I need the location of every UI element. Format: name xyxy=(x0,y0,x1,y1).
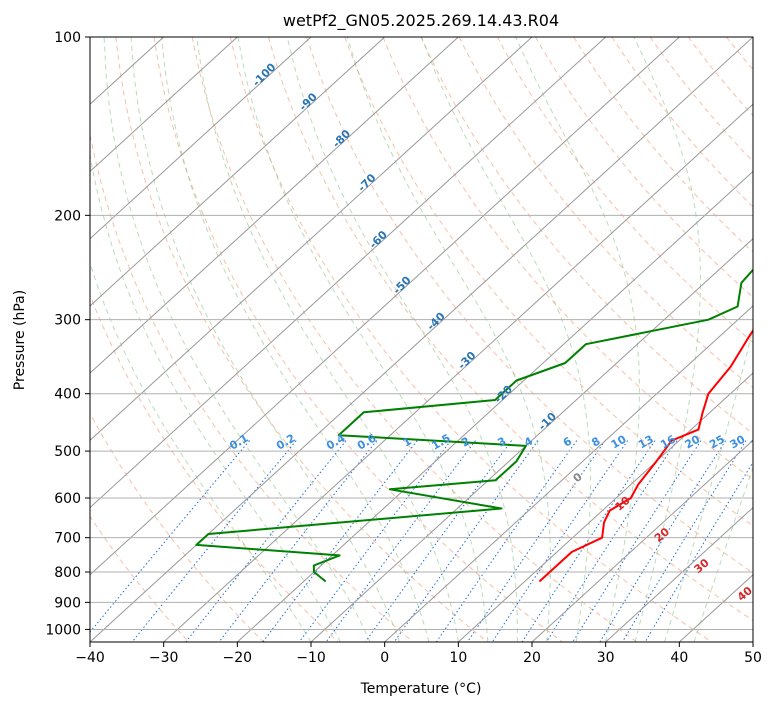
moist-adiabat-line xyxy=(104,37,370,642)
moist-adiabat-line xyxy=(665,37,775,642)
isotherm-line xyxy=(164,37,775,642)
dry-adiabat-line xyxy=(1,37,263,642)
mixing-ratio-line xyxy=(468,441,606,642)
mixing-ratio-label: 0.2 xyxy=(274,432,297,453)
mixing-ratio-label: 30 xyxy=(728,432,748,451)
mixing-ratio-line xyxy=(299,441,451,642)
y-tick-label: 400 xyxy=(54,387,81,403)
mixing-ratio-line xyxy=(622,441,746,642)
y-axis: 100 200 300 400 500 600 700 800 900 1000 xyxy=(45,30,90,638)
profile-line-0 xyxy=(539,37,775,582)
isotherm-line xyxy=(0,37,458,642)
y-tick-label: 200 xyxy=(54,208,81,224)
isotherm-line xyxy=(0,37,385,642)
dry-adiabat-label: -10 xyxy=(536,410,559,433)
moist-adiabat-line xyxy=(197,37,459,642)
dry-adiabat-line xyxy=(726,37,775,642)
mixing-ratio-line xyxy=(394,441,538,642)
x-tick-label: −30 xyxy=(149,650,179,666)
y-tick-label: 300 xyxy=(54,313,81,329)
y-tick-label: 100 xyxy=(54,30,81,46)
mixing-ratio-line xyxy=(326,441,475,642)
isotherm-line xyxy=(753,37,775,642)
dry-adiabat-label: -70 xyxy=(355,171,378,194)
moist-adiabat-label: 20 xyxy=(652,525,672,545)
dry-adiabat-line xyxy=(230,37,711,642)
x-tick-label: 30 xyxy=(597,650,615,666)
x-tick-label: 10 xyxy=(449,650,467,666)
mixing-ratio-line xyxy=(573,441,701,642)
dry-adiabat-label: -80 xyxy=(330,127,353,150)
dry-adiabat-line xyxy=(0,37,189,642)
mixing-ratio-line xyxy=(365,441,511,642)
y-tick-label: 500 xyxy=(54,444,81,460)
moist-adiabat-line xyxy=(516,37,640,642)
dry-adiabat-line xyxy=(612,37,775,642)
dry-adiabat-line xyxy=(345,37,775,642)
mixing-ratio-line xyxy=(186,441,346,642)
y-tick-label: 600 xyxy=(54,491,81,507)
x-tick-label: −40 xyxy=(75,650,105,666)
moist-adiabat-label: 0 xyxy=(571,470,585,485)
dry-adiabat-line xyxy=(765,37,775,642)
moist-adiabat-label: 40 xyxy=(735,584,755,604)
y-tick-label: 800 xyxy=(54,565,81,581)
x-tick-label: 0 xyxy=(380,650,389,666)
y-tick-label: 700 xyxy=(54,531,81,547)
x-axis: −40 −30 −20 −10 0 10 20 30 40 50 xyxy=(75,642,762,666)
dry-adiabat-line xyxy=(650,37,775,642)
moist-adiabat-label: 30 xyxy=(692,556,712,576)
y-tick-label: 1000 xyxy=(45,622,81,638)
isotherm-line xyxy=(16,37,679,642)
dry-adiabat-line xyxy=(688,37,775,642)
mixing-ratio-label: 25 xyxy=(707,433,727,452)
moist-adiabat-line xyxy=(80,37,340,642)
chart-title: wetPf2_GN05.2025.269.14.43.R04 xyxy=(283,11,559,31)
y-tick-label: 900 xyxy=(54,595,81,611)
x-tick-label: 40 xyxy=(670,650,688,666)
moist-adiabat-line xyxy=(694,37,775,642)
x-axis-label: Temperature (°C) xyxy=(360,681,482,697)
x-tick-label: 20 xyxy=(523,650,541,666)
mixing-ratio-label: 36 xyxy=(748,432,768,451)
dry-adiabat-label: -60 xyxy=(367,228,390,251)
mixing-ratio-label: 16 xyxy=(658,432,678,451)
mixing-ratio-line xyxy=(132,441,296,642)
isotherm-line xyxy=(0,37,237,642)
dry-adiabat-line xyxy=(78,37,413,642)
mixing-ratio-line xyxy=(492,441,627,642)
mixing-ratio-label: 13 xyxy=(636,433,656,452)
dry-adiabat-label: -100 xyxy=(250,60,279,89)
moist-adiabat-label: 10 xyxy=(613,494,633,514)
isotherm-line xyxy=(0,37,606,642)
dry-adiabat-label: -90 xyxy=(297,90,320,113)
dry-adiabat-label: -30 xyxy=(455,349,478,372)
moist-adiabat-line xyxy=(634,37,701,642)
dry-adiabat-label: -40 xyxy=(425,310,448,333)
isotherm-line xyxy=(90,37,753,642)
mixing-ratio-label: 0.1 xyxy=(227,432,250,453)
dry-adiabat-label: -50 xyxy=(390,273,413,296)
y-axis-label: Pressure (hPa) xyxy=(12,290,28,390)
x-tick-label: 50 xyxy=(744,650,762,666)
dry-adiabat-line xyxy=(497,37,775,642)
grid xyxy=(0,37,775,642)
dry-adiabat-line xyxy=(192,37,637,642)
x-tick-label: −10 xyxy=(296,650,326,666)
x-tick-label: −20 xyxy=(223,650,253,666)
dry-adiabat-line xyxy=(421,37,775,642)
isotherm-line xyxy=(0,37,311,642)
